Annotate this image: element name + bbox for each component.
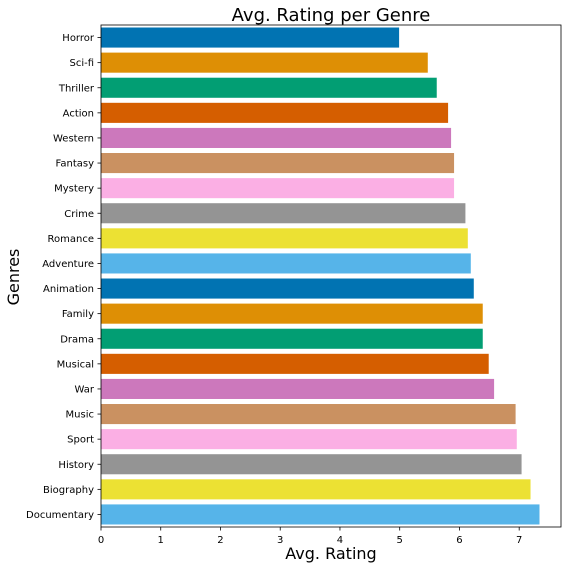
x-ticks-group: 0 1 2 3 4 5 6 7 <box>98 527 522 546</box>
y-tick-label: Documentary <box>26 510 94 521</box>
bars-group <box>101 27 540 525</box>
chart-title: Avg. Rating per Genre <box>232 5 431 26</box>
y-tick-label: Sci-fi <box>69 58 94 69</box>
y-tick-label: Horror <box>62 33 95 44</box>
bar-crime <box>101 203 466 224</box>
y-tick-label: Biography <box>43 485 94 496</box>
y-tick-label: Fantasy <box>56 159 95 170</box>
bar-biography <box>101 479 531 500</box>
y-axis-title: Genres <box>4 249 23 306</box>
x-tick-label: 7 <box>516 535 522 546</box>
bar-adventure <box>101 253 471 274</box>
x-tick-label: 4 <box>337 535 343 546</box>
x-tick-label: 0 <box>98 535 104 546</box>
bar-musical <box>101 353 489 374</box>
y-tick-label: Family <box>62 309 94 320</box>
bar-animation <box>101 278 474 299</box>
bar-music <box>101 404 516 425</box>
bar-drama <box>101 328 483 349</box>
x-tick-label: 2 <box>217 535 223 546</box>
bar-fantasy <box>101 153 455 174</box>
y-tick-label: Crime <box>64 209 94 220</box>
plot-frame <box>100 24 562 528</box>
y-tick-label: Musical <box>57 359 94 370</box>
y-tick-label: Music <box>66 410 94 421</box>
bar-sport <box>101 429 517 450</box>
bar-history <box>101 454 522 475</box>
x-axis-title: Avg. Rating <box>285 544 376 563</box>
y-tick-label: Animation <box>43 284 94 295</box>
bar-documentary <box>101 504 540 525</box>
bar-horror <box>101 27 400 48</box>
y-tick-label: Sport <box>67 435 94 446</box>
bar-family <box>101 303 483 324</box>
y-tick-label: Mystery <box>54 184 94 195</box>
y-ticks-group: Horror Sci-fi Thriller Action Western Fantasy… <box>26 33 101 521</box>
y-tick-label: Romance <box>48 234 94 245</box>
y-tick-label: Adventure <box>42 259 94 270</box>
x-tick-label: 6 <box>456 535 462 546</box>
y-tick-label: Thriller <box>58 83 95 94</box>
bar-western <box>101 127 452 148</box>
bar-romance <box>101 228 468 249</box>
bar-action <box>101 102 449 123</box>
bar-sci-fi <box>101 52 428 73</box>
y-tick-label: Drama <box>60 334 94 345</box>
y-tick-label: Action <box>63 108 94 119</box>
bar-war <box>101 378 495 399</box>
bar-thriller <box>101 77 437 98</box>
y-tick-label: History <box>58 460 94 471</box>
x-tick-label: 1 <box>158 535 164 546</box>
x-tick-label: 3 <box>277 535 283 546</box>
y-tick-label: War <box>75 384 95 395</box>
x-tick-label: 5 <box>397 535 403 546</box>
bar-mystery <box>101 178 455 199</box>
y-tick-label: Western <box>53 133 94 144</box>
